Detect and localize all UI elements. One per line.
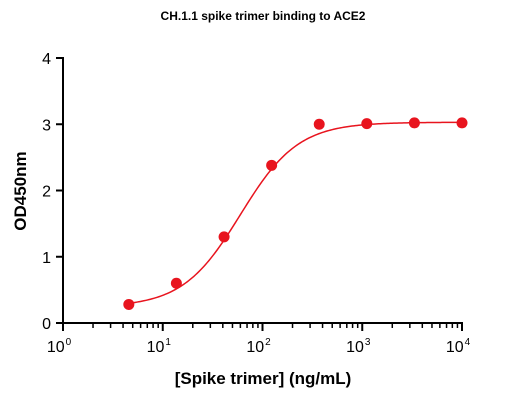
fit-curve-layer — [128, 121, 462, 305]
data-point — [123, 298, 135, 310]
fit-curve — [128, 121, 462, 305]
y-tick-label: 4 — [42, 51, 51, 68]
y-tick-label: 0 — [42, 316, 51, 333]
data-point — [408, 117, 420, 129]
data-point — [313, 118, 325, 130]
y-tick-label: 3 — [42, 117, 51, 134]
data-point — [170, 277, 182, 289]
x-tick-label: 102 — [246, 337, 271, 356]
x-tick-label: 101 — [147, 337, 172, 356]
x-tick-label: 100 — [47, 337, 72, 356]
chart-title: CH.1.1 spike trimer binding to ACE2 — [161, 9, 366, 23]
data-points-layer — [123, 117, 468, 310]
x-tick-label: 104 — [446, 337, 471, 356]
data-point — [361, 118, 373, 130]
axes: 0 1 2 3 4 100 101 102 103 104 — [42, 51, 471, 356]
x-tick-label: 103 — [346, 337, 371, 356]
y-tick-label: 2 — [42, 184, 51, 201]
y-tick-label: 1 — [42, 250, 51, 267]
x-axis-title: [Spike trimer] (ng/mL) — [175, 369, 352, 388]
data-point — [266, 159, 278, 171]
y-axis-title: OD450nm — [11, 151, 30, 230]
data-point — [218, 231, 230, 243]
data-point — [456, 117, 468, 129]
